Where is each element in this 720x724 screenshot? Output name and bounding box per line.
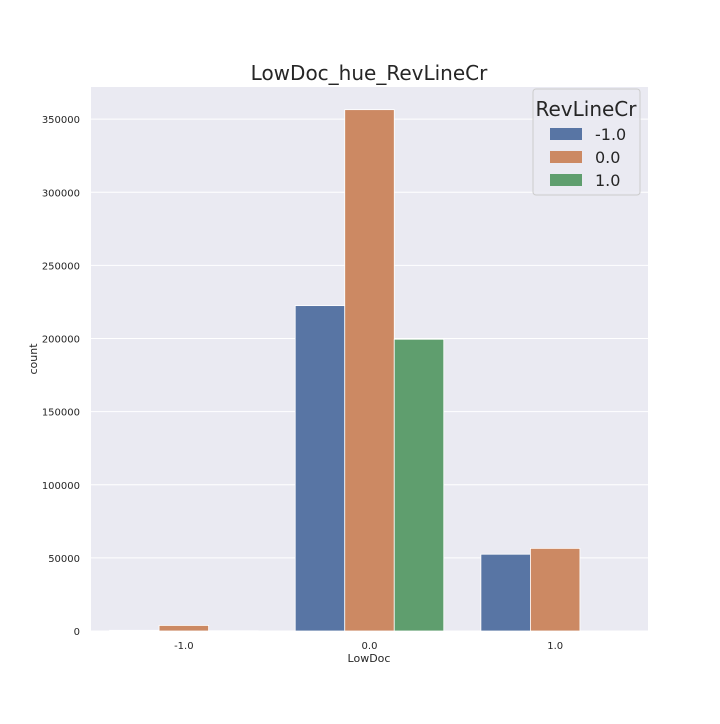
x-tick-label: 0.0: [362, 641, 378, 652]
legend-label: -1.0: [595, 125, 626, 144]
x-tick-label: 1.0: [547, 641, 563, 652]
bar-1.0-series-0.0: [530, 548, 580, 631]
y-tick-label: 200000: [42, 335, 80, 346]
bar-1.0-series--1.0: [481, 554, 531, 631]
bar-0.0-series--1.0: [295, 306, 345, 631]
y-tick-label: 350000: [42, 115, 80, 126]
bar--1.0-series-0.0: [159, 625, 209, 631]
y-tick-label: 150000: [42, 408, 80, 419]
bar-0.0-series-0.0: [345, 110, 395, 631]
x-axis-label: LowDoc: [348, 652, 391, 665]
bar-0.0-series-1.0: [394, 339, 444, 631]
legend-swatch: [550, 151, 582, 163]
y-tick-label: 0: [74, 627, 80, 638]
y-tick-label: 250000: [42, 261, 80, 272]
legend-title: RevLineCr: [535, 97, 637, 121]
y-tick-label: 50000: [48, 554, 80, 565]
legend-swatch: [550, 174, 582, 186]
x-tick-label: -1.0: [174, 641, 194, 652]
y-axis-label: count: [27, 343, 40, 375]
bar--1.0-series--1.0: [110, 630, 160, 631]
chart-title: LowDoc_hue_RevLineCr: [251, 61, 488, 85]
legend: RevLineCr -1.0 0.0 1.0: [533, 89, 640, 195]
legend-label: 0.0: [595, 148, 620, 167]
y-tick-label: 300000: [42, 188, 80, 199]
legend-swatch: [550, 128, 582, 140]
y-tick-label: 100000: [42, 481, 80, 492]
legend-label: 1.0: [595, 171, 620, 190]
